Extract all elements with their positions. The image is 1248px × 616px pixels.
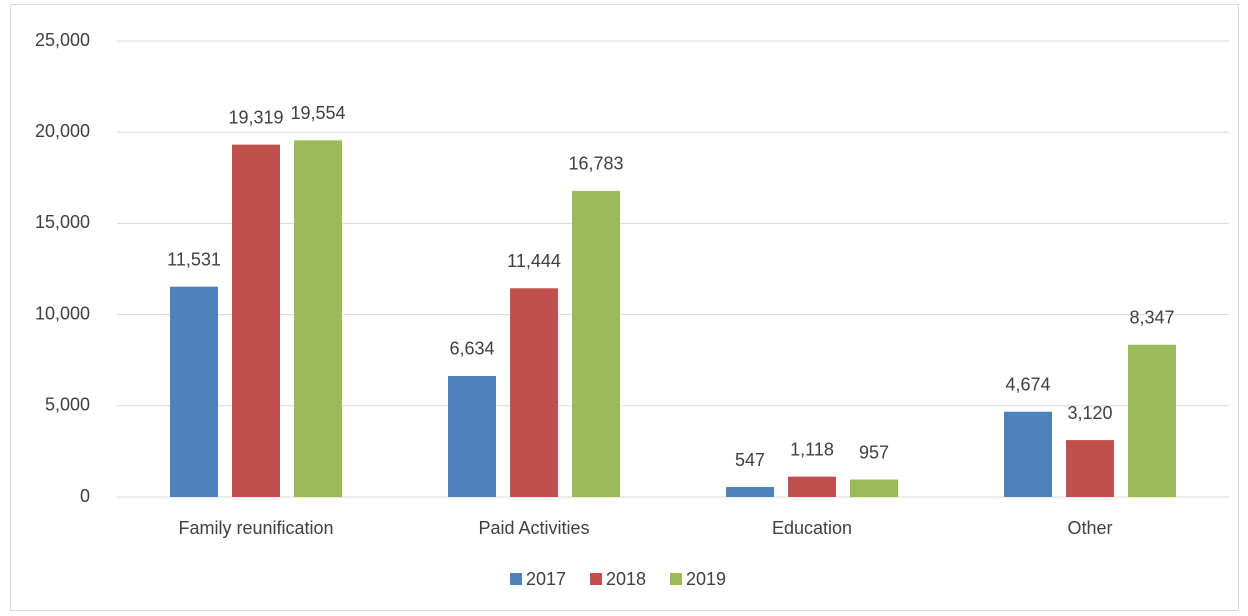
data-label: 3,120 <box>1067 403 1112 423</box>
x-tick-label: Family reunification <box>178 518 333 538</box>
bar <box>850 479 898 497</box>
x-tick-label: Other <box>1067 518 1112 538</box>
data-label: 957 <box>859 442 889 462</box>
data-label: 8,347 <box>1129 308 1174 328</box>
y-tick-label: 0 <box>80 486 90 506</box>
bar <box>170 286 218 497</box>
legend-swatch <box>510 573 522 585</box>
data-label: 4,674 <box>1005 374 1050 394</box>
legend-swatch <box>670 573 682 585</box>
data-label: 547 <box>735 450 765 470</box>
bar <box>1066 440 1114 497</box>
bar <box>726 487 774 497</box>
legend-label: 2019 <box>686 569 726 589</box>
x-tick-label: Paid Activities <box>478 518 589 538</box>
data-label: 19,554 <box>290 103 345 123</box>
y-tick-label: 5,000 <box>45 395 90 415</box>
y-tick-label: 25,000 <box>35 30 90 50</box>
x-tick-label: Education <box>772 518 852 538</box>
data-label: 1,118 <box>790 439 834 459</box>
data-label: 16,783 <box>568 154 623 174</box>
bar <box>510 288 558 497</box>
y-tick-label: 20,000 <box>35 121 90 141</box>
bar <box>294 140 342 498</box>
legend-label: 2018 <box>606 569 646 589</box>
y-tick-label: 10,000 <box>35 303 90 323</box>
data-label: 6,634 <box>449 339 494 359</box>
bar <box>1004 411 1052 497</box>
data-label: 11,531 <box>167 249 221 269</box>
bar <box>232 144 280 497</box>
legend-swatch <box>590 573 602 585</box>
data-label: 19,319 <box>228 107 283 127</box>
bar <box>572 190 620 497</box>
bar <box>788 476 836 497</box>
bar <box>448 375 496 497</box>
y-tick-label: 15,000 <box>35 212 90 232</box>
bar <box>1128 344 1176 497</box>
legend-label: 2017 <box>526 569 566 589</box>
data-label: 11,444 <box>507 251 561 271</box>
